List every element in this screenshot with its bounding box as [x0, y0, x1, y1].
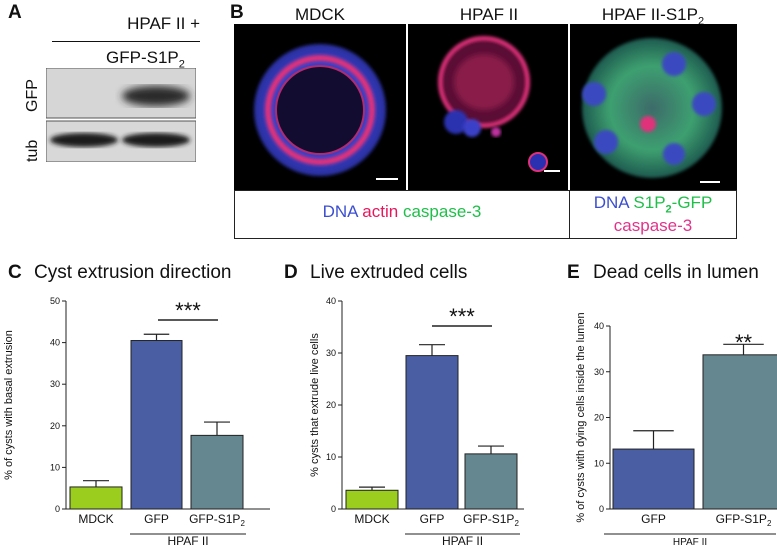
- blot-header-line2-wrap: GFP-S1P2: [106, 48, 185, 70]
- chart-d-category-label: MDCK: [354, 512, 389, 526]
- chart-d-ytick-label: 0: [331, 504, 336, 514]
- chart-e-category-label: GFP: [641, 512, 666, 526]
- chart-e-ytick-label: 30: [594, 367, 604, 377]
- chart-d-significance: ***: [449, 304, 475, 329]
- tub-band-1: [50, 133, 118, 147]
- tub-band-2: [122, 133, 190, 147]
- chart-e-category-label: GFP-S1P2: [716, 512, 772, 528]
- blot-header-line1: HPAF II +: [127, 14, 200, 33]
- chart-e-ytick-label: 20: [594, 413, 604, 423]
- image-title-hpaf-s1p-sub: 2: [697, 15, 705, 28]
- chart-d-ytick-label: 30: [326, 348, 336, 358]
- legend-actin: actin: [362, 202, 399, 221]
- chart-d-ytick-label: 20: [326, 400, 336, 410]
- chart-c-category-label: MDCK: [78, 512, 113, 526]
- chart-d-category-label: GFP-S1P2: [463, 512, 519, 528]
- chart-e-bar: [612, 448, 695, 510]
- chart-e-ylabel: % of cysts with dying cells inside the l…: [575, 312, 587, 522]
- western-blot-image: [46, 68, 196, 162]
- chart-c-title: Cyst extrusion direction: [34, 262, 232, 283]
- legend-right-s1p: S1P2-GFP: [633, 193, 713, 216]
- panel-b-legend-right-line2: caspase-3: [613, 216, 693, 235]
- image-title-hpaf-s1p: HPAF II-S1P2: [570, 5, 736, 27]
- image-title-hpaf-s1p-text: HPAF II-S1P: [601, 5, 698, 24]
- panel-b-legend-right: [569, 190, 737, 239]
- hpaf-cyst-image: [438, 36, 560, 172]
- chart-c-group-label: HPAF II: [167, 534, 208, 548]
- chart-d-bar: [405, 355, 459, 510]
- image-title-hpaf: HPAF II: [459, 5, 519, 24]
- chart-e-group-label: HPAF II: [673, 537, 707, 548]
- chart-c-significance: ***: [175, 298, 201, 323]
- gfp-band: [122, 86, 190, 106]
- chart-c-ytick-label: 0: [55, 504, 60, 514]
- blot-header-line2: GFP-S1P: [106, 48, 179, 67]
- chart-c-bar: [69, 486, 123, 510]
- blot-header-sub: 2: [178, 58, 185, 71]
- mdck-cyst-image: [254, 44, 398, 180]
- panel-b-legend-right-line1: DNA S1P2-GFP: [569, 193, 737, 215]
- chart-c-ytick-label: 50: [50, 296, 60, 306]
- chart-c-ytick-label: 20: [50, 421, 60, 431]
- chart-c-bar: [130, 340, 183, 510]
- chart-c-ytick-label: 10: [50, 462, 60, 472]
- chart-d-ylabel: % cysts that extrude live cells: [309, 333, 321, 477]
- panel-d-letter: D: [284, 262, 298, 283]
- legend-dna: DNA: [322, 202, 358, 221]
- chart-d-bar: [345, 489, 399, 510]
- chart-e-title: Dead cells in lumen: [593, 262, 759, 283]
- blot-header: HPAF II +: [96, 14, 200, 34]
- hpaf-s1p-cyst-image: [582, 38, 722, 183]
- chart-d-category-label: GFP: [420, 512, 445, 526]
- chart-d-title: Live extruded cells: [310, 262, 468, 283]
- chart-e-ytick-label: 10: [594, 458, 604, 468]
- chart-d-ytick-label: 40: [326, 296, 336, 306]
- chart-c-category-label: GFP: [144, 512, 169, 526]
- legend-right-dna: DNA: [593, 193, 629, 212]
- legend-caspase: caspase-3: [402, 202, 482, 221]
- panel-b-legend-left: [234, 190, 570, 239]
- chart-c-category-label: GFP-S1P2: [189, 512, 245, 528]
- panel-a-letter: A: [8, 2, 22, 23]
- image-title-mdck: MDCK: [294, 5, 346, 24]
- chart-e-ytick-label: 40: [594, 321, 604, 331]
- chart-c-ylabel: % of cysts with basal extrusion: [3, 330, 15, 480]
- chart-e-bar: [702, 354, 777, 510]
- blot-header-rule: [52, 41, 200, 42]
- panel-c-letter: C: [8, 262, 22, 283]
- chart-c-bar: [190, 434, 244, 510]
- chart-c-ytick-label: 40: [50, 338, 60, 348]
- panel-b-legend-left-line: DNA actin caspase-3: [234, 202, 570, 222]
- chart-e-ytick-label: 0: [599, 504, 604, 514]
- microscopy-images: [234, 24, 737, 190]
- chart-e-significance: **: [735, 330, 753, 355]
- panel-e-letter: E: [567, 262, 580, 283]
- panel-b-letter: B: [230, 2, 244, 23]
- chart-d-bar: [464, 453, 518, 510]
- chart-d-ytick-label: 10: [326, 452, 336, 462]
- chart-c-ytick-label: 30: [50, 379, 60, 389]
- chart-d-group-label: HPAF II: [442, 534, 483, 548]
